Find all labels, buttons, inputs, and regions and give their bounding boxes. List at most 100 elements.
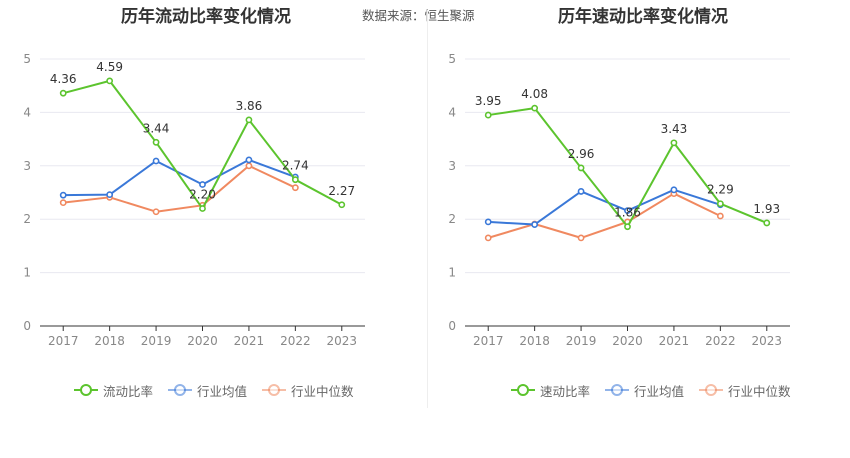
- quick-ratio-company-point[interactable]: [624, 223, 631, 231]
- quick-ratio-industry-avg-point[interactable]: [577, 188, 585, 195]
- current-ratio-company-point[interactable]: [152, 138, 160, 146]
- current-ratio-x-tick-label: 2018: [94, 334, 125, 348]
- quick-ratio-data-label: 4.08: [521, 87, 548, 101]
- current-ratio-data-label: 2.27: [328, 184, 355, 198]
- current-ratio-chart: 0 1 2 3 4 5 2017 2018 2019 2020 2021 2022 2023 4.36 4.…: [23, 52, 365, 348]
- current-ratio-industry-median-point[interactable]: [291, 184, 299, 192]
- current-ratio-legend-industry-median[interactable]: 行业中位数: [261, 381, 354, 400]
- quick-ratio-industry-median-point[interactable]: [716, 212, 724, 220]
- current-ratio-company-point[interactable]: [338, 201, 346, 209]
- data-source-value: 恒生聚源: [424, 8, 475, 23]
- quick-ratio-company-point[interactable]: [763, 219, 771, 227]
- current-ratio-y-tick-label: 4: [23, 105, 31, 119]
- current-ratio-industry-avg-point[interactable]: [199, 181, 206, 188]
- current-ratio-x-tick-label: 2022: [280, 334, 311, 348]
- quick-ratio-industry-median-line: [487, 192, 721, 239]
- current-ratio-industry-median-point[interactable]: [59, 199, 67, 207]
- quick-ratio-data-label: 3.95: [475, 94, 502, 108]
- quick-ratio-x-tick-label: 2017: [473, 334, 504, 348]
- quick-ratio-industry-avg-line: [488, 188, 721, 226]
- quick-ratio-company-point[interactable]: [531, 104, 539, 112]
- current-ratio-data-label: 2.74: [282, 159, 309, 173]
- quick-ratio-company-point[interactable]: [716, 200, 724, 208]
- current-ratio-legend-industry-avg[interactable]: 行业均值: [167, 381, 247, 400]
- current-ratio-x-tick-label: 2017: [48, 334, 79, 348]
- current-ratio-industry-median-line: [63, 164, 296, 213]
- quick-ratio-x-tick-label: 2019: [566, 334, 597, 348]
- current-ratio-company-point[interactable]: [59, 89, 67, 97]
- quick-ratio-x-tick-label: 2022: [705, 334, 736, 348]
- current-ratio-industry-avg-point[interactable]: [245, 156, 253, 164]
- legend-line-marker-icon: [262, 384, 287, 396]
- quick-ratio-legend-company[interactable]: 速动比率: [510, 381, 590, 400]
- current-ratio-company-point[interactable]: [106, 77, 114, 85]
- quick-ratio-x-tick-label: 2021: [659, 334, 690, 348]
- legend-label: 行业均值: [197, 383, 248, 399]
- quick-ratio-y-tick-label: 4: [448, 105, 456, 119]
- quick-ratio-legend: 速动比率 行业均值 行业中位数: [510, 380, 805, 400]
- current-ratio-x-tick-label: 2020: [187, 334, 218, 348]
- quick-ratio-industry-avg-point[interactable]: [531, 221, 539, 228]
- current-ratio-data-label: 4.36: [50, 72, 77, 86]
- quick-ratio-y-tick-label: 1: [448, 266, 456, 280]
- current-ratio-data-label: 3.86: [236, 99, 263, 113]
- current-ratio-x-tick-label: 2019: [141, 334, 172, 348]
- quick-ratio-industry-median-point[interactable]: [577, 234, 585, 242]
- current-ratio-industry-avg-point[interactable]: [152, 157, 160, 165]
- current-ratio-company-point[interactable]: [291, 176, 299, 184]
- current-ratio-industry-median-point[interactable]: [152, 208, 160, 216]
- quick-ratio-company-point[interactable]: [484, 111, 492, 119]
- legend-line-marker-icon: [168, 384, 193, 396]
- legend-label: 行业中位数: [728, 383, 791, 399]
- legend-line-marker-icon: [605, 384, 630, 396]
- quick-ratio-industry-avg-point[interactable]: [484, 218, 492, 226]
- data-source: 数据来源：恒生聚源: [362, 5, 475, 24]
- quick-ratio-chart: 0 1 2 3 4 5 2017 2018 2019 2020 2021 2022 2023 3.95 4.…: [448, 52, 790, 348]
- current-ratio-data-label: 3.44: [143, 121, 170, 135]
- current-ratio-industry-median-point[interactable]: [245, 162, 253, 170]
- quick-ratio-x-tick-label: 2023: [752, 334, 783, 348]
- quick-ratio-data-label: 1.86: [614, 206, 641, 220]
- quick-ratio-data-label: 3.43: [661, 122, 688, 136]
- legend-line-marker-icon: [511, 384, 535, 396]
- quick-ratio-data-label: 2.96: [568, 147, 595, 161]
- quick-ratio-company-point[interactable]: [577, 164, 585, 172]
- legend-label: 速动比率: [540, 383, 591, 399]
- quick-ratio-data-label: 2.29: [707, 183, 734, 197]
- data-source-label: 数据来源：: [362, 8, 425, 23]
- quick-ratio-x-tick-label: 2020: [612, 334, 643, 348]
- current-ratio-y-tick-label: 0: [23, 319, 31, 333]
- current-ratio-industry-avg-point[interactable]: [106, 191, 114, 199]
- quick-ratio-company-point[interactable]: [670, 139, 678, 147]
- current-ratio-legend-company[interactable]: 流动比率: [73, 381, 153, 400]
- quick-ratio-legend-industry-avg[interactable]: 行业均值: [604, 381, 684, 400]
- current-ratio-data-label: 4.59: [96, 60, 123, 74]
- current-ratio-y-tick-label: 5: [23, 52, 31, 66]
- current-ratio-y-tick-label: 3: [23, 159, 31, 173]
- current-ratio-y-tick-label: 2: [23, 212, 31, 226]
- legend-line-marker-icon: [74, 384, 98, 396]
- current-ratio-x-tick-label: 2021: [234, 334, 265, 348]
- quick-ratio-data-label: 1.93: [753, 202, 780, 216]
- quick-ratio-x-tick-label: 2018: [519, 334, 550, 348]
- quick-ratio-y-tick-label: 3: [448, 159, 456, 173]
- quick-ratio-industry-avg-point[interactable]: [624, 207, 631, 215]
- legend-label: 行业均值: [634, 383, 685, 399]
- current-ratio-x-tick-label: 2023: [327, 334, 358, 348]
- current-ratio-company-point[interactable]: [245, 116, 253, 124]
- quick-ratio-legend-industry-median[interactable]: 行业中位数: [698, 381, 791, 400]
- chart-title-current-ratio: 历年流动比率变化情况: [121, 7, 291, 27]
- quick-ratio-y-tick-label: 2: [448, 212, 456, 226]
- current-ratio-data-label: 2.20: [189, 188, 216, 202]
- current-ratio-industry-avg-line: [63, 158, 296, 197]
- quick-ratio-industry-median-point[interactable]: [484, 234, 492, 242]
- chart-title-quick-ratio: 历年速动比率变化情况: [558, 7, 728, 27]
- quick-ratio-y-tick-label: 5: [448, 52, 456, 66]
- legend-label: 流动比率: [103, 383, 154, 399]
- panel-divider: [427, 10, 428, 408]
- current-ratio-company-point[interactable]: [199, 205, 206, 212]
- legend-label: 行业中位数: [291, 383, 354, 399]
- current-ratio-industry-avg-point[interactable]: [59, 191, 67, 199]
- quick-ratio-y-tick-label: 0: [448, 319, 456, 333]
- quick-ratio-industry-avg-point[interactable]: [670, 186, 678, 194]
